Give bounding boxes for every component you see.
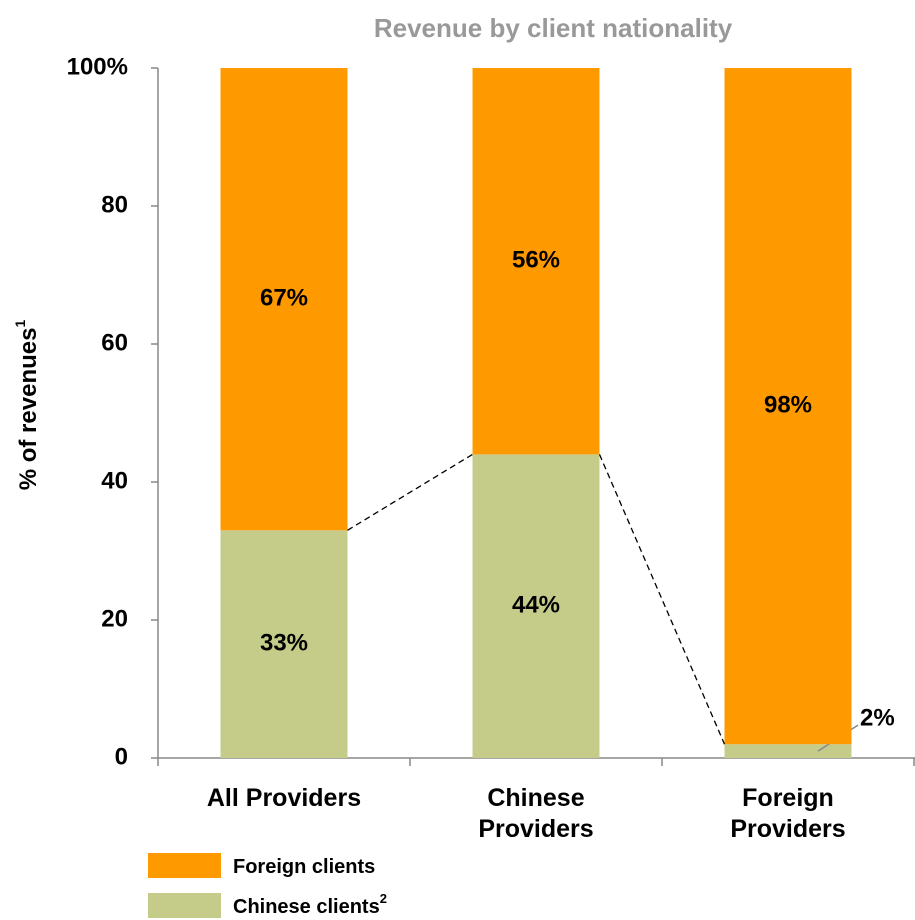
bar-segment: [472, 454, 600, 758]
y-tick-label: 100%: [67, 53, 128, 80]
value-label: 56%: [512, 247, 560, 274]
bar-segment: [472, 68, 600, 455]
value-label: 2%: [860, 704, 895, 731]
y-tick-label: 0: [115, 743, 128, 770]
value-label: 67%: [260, 284, 308, 311]
bar-segment: [220, 530, 348, 758]
connector: [347, 453, 473, 531]
x-tick-label: Chinese Providers: [478, 784, 594, 843]
legend-label: Foreign clients: [233, 856, 375, 878]
legend-label-text: Foreign clients: [233, 856, 375, 878]
legend-label-text: Chinese clients: [233, 896, 380, 918]
y-axis-label-text: % of revenues: [15, 328, 42, 491]
value-label: 98%: [764, 391, 812, 418]
y-axis-label: % of revenues1: [12, 320, 43, 491]
value-label: 33%: [260, 629, 308, 656]
y-tick-label: 20: [101, 605, 128, 632]
y-tick-label: 80: [101, 191, 128, 218]
x-tick-label: Foreign Providers: [730, 784, 846, 843]
bar-segment: [724, 68, 852, 745]
legend-swatch: [148, 893, 221, 918]
y-axis-label-note: 1: [12, 320, 28, 328]
bar-segment: [220, 68, 348, 531]
legend-swatch: [148, 853, 221, 878]
connector: [598, 454, 726, 745]
value-label: 44%: [512, 592, 560, 619]
legend-label-note: 2: [380, 891, 387, 906]
chart-title: Revenue by client nationality: [374, 13, 733, 43]
y-tick-label: 40: [101, 467, 128, 494]
y-tick-label: 60: [101, 329, 128, 356]
legend-label: Chinese clients2: [233, 891, 387, 918]
x-tick-label: All Providers: [206, 784, 362, 812]
bar-segment: [724, 744, 852, 758]
